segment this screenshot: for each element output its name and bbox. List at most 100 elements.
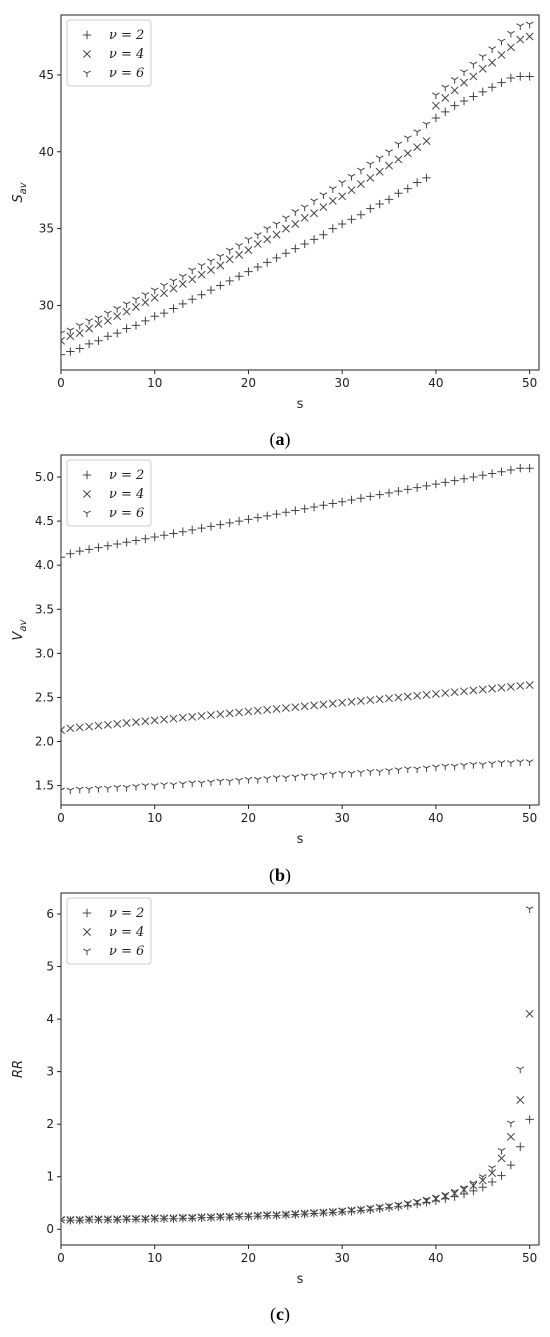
data-point (385, 1203, 393, 1210)
data-point (253, 776, 262, 784)
data-point (385, 149, 393, 156)
data-point (188, 295, 197, 304)
data-point (169, 284, 178, 293)
data-point (281, 508, 291, 517)
x-tick-label: 50 (522, 1251, 537, 1265)
data-point (113, 784, 122, 792)
x-tick-label: 0 (57, 1251, 65, 1265)
data-point (235, 250, 244, 259)
data-point (394, 155, 403, 164)
data-point (160, 289, 169, 298)
data-point (75, 344, 84, 353)
data-point (150, 532, 159, 542)
data-point (319, 230, 328, 239)
data-point (328, 196, 337, 205)
data-point (516, 35, 525, 44)
data-point (216, 261, 225, 270)
data-point (282, 775, 290, 782)
data-point (525, 32, 534, 41)
data-point (310, 209, 319, 218)
data-point (525, 1009, 534, 1018)
data-point (319, 501, 328, 510)
data-point (337, 219, 347, 229)
data-point (478, 761, 487, 769)
x-tick-label: 10 (147, 376, 162, 390)
data-point (385, 768, 393, 775)
data-point (178, 713, 187, 722)
data-point (366, 696, 375, 705)
x-tick-label: 10 (147, 811, 162, 825)
y-tick-label: 5.0 (35, 470, 54, 484)
data-point (85, 1216, 94, 1223)
data-point (150, 287, 159, 295)
data-point (291, 774, 300, 781)
data-point (487, 469, 497, 478)
data-point (516, 759, 525, 767)
data-point (225, 709, 234, 718)
data-point (394, 141, 403, 149)
data-point (225, 1213, 234, 1221)
data-point (216, 253, 225, 261)
data-point (357, 769, 365, 777)
data-point (375, 490, 384, 499)
data-point (75, 786, 84, 794)
data-point (497, 467, 506, 476)
data-point (132, 303, 140, 311)
data-point (197, 523, 206, 533)
data-point (309, 502, 319, 512)
data-point (262, 511, 272, 521)
data-point (244, 776, 253, 784)
data-point (291, 703, 300, 712)
data-point (403, 692, 412, 701)
legend-marker (83, 50, 91, 58)
data-point (356, 210, 366, 219)
data-point (122, 538, 131, 547)
data-point (235, 777, 243, 785)
data-point (216, 520, 225, 529)
x-axis-label: s (297, 397, 304, 412)
data-point (516, 464, 525, 473)
data-point (113, 312, 122, 321)
series-nu-2 (61, 464, 534, 562)
data-point (94, 315, 103, 322)
data-point (413, 766, 422, 774)
data-point (253, 262, 263, 272)
data-point (169, 714, 178, 723)
data-point (460, 69, 468, 77)
data-point (478, 471, 487, 480)
data-point (207, 258, 215, 266)
data-point (450, 688, 459, 697)
legend-label: ν = 2 (109, 468, 144, 483)
data-point (403, 485, 412, 494)
data-point (131, 536, 141, 545)
data-point (300, 1210, 309, 1218)
data-point (450, 101, 459, 110)
legend-label: ν = 6 (109, 944, 144, 959)
y-tick-label: 6 (46, 907, 54, 921)
data-point (357, 1206, 365, 1213)
data-point (347, 173, 356, 181)
data-point (469, 92, 478, 101)
data-point (310, 1209, 318, 1217)
data-point (506, 43, 515, 52)
data-point (216, 281, 225, 290)
data-point (385, 161, 393, 170)
data-point (244, 515, 253, 524)
data-point (310, 701, 319, 710)
legend-marker (83, 490, 91, 498)
data-point (394, 1202, 403, 1209)
data-point (337, 497, 347, 506)
data-point (61, 553, 66, 562)
legend-marker (82, 470, 92, 480)
data-point (403, 766, 412, 774)
data-point (506, 760, 515, 767)
data-point (150, 783, 159, 790)
data-point (375, 768, 384, 776)
data-point (300, 213, 309, 222)
y-tick-label: 45 (39, 68, 54, 82)
y-tick-label: 2.5 (35, 690, 54, 704)
data-point (422, 690, 431, 699)
y-axis-label: RR (11, 1060, 26, 1078)
data-point (506, 465, 516, 475)
